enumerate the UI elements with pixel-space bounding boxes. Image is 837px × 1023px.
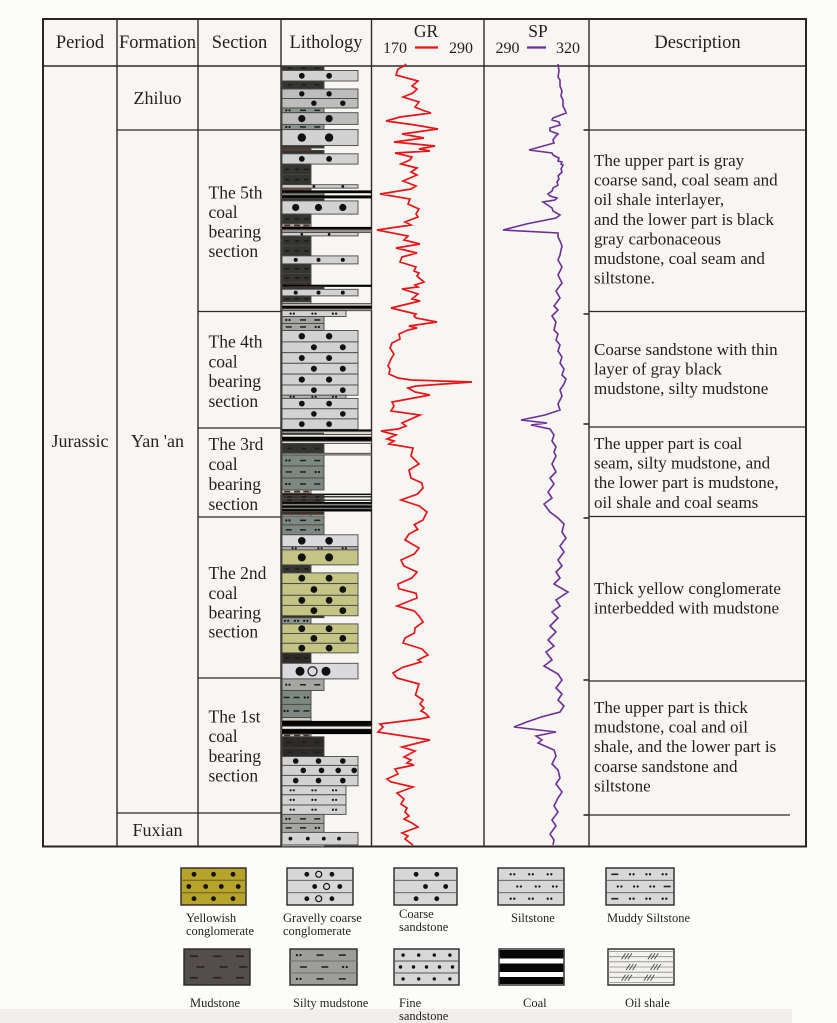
svg-text:SP: SP bbox=[528, 21, 548, 41]
svg-text:Oil shale: Oil shale bbox=[625, 996, 670, 1010]
svg-text:coal: coal bbox=[209, 726, 238, 746]
svg-text:mudstone, coal and oil: mudstone, coal and oil bbox=[594, 718, 748, 737]
svg-text:siltstone: siltstone bbox=[594, 776, 651, 795]
svg-text:seam, silty mudstone, and: seam, silty mudstone, and bbox=[594, 454, 771, 473]
svg-text:Muddy Siltstone: Muddy Siltstone bbox=[607, 911, 690, 925]
svg-text:sandstone: sandstone bbox=[399, 920, 449, 934]
svg-text:interbedded with mudstone: interbedded with mudstone bbox=[594, 599, 779, 618]
svg-text:Yellowish: Yellowish bbox=[186, 911, 237, 925]
svg-text:shale, and the lower part is: shale, and the lower part is bbox=[594, 737, 776, 756]
svg-text:section: section bbox=[209, 766, 259, 786]
svg-text:Fuxian: Fuxian bbox=[132, 820, 182, 840]
svg-text:coal: coal bbox=[209, 202, 238, 222]
svg-text:The upper part is gray: The upper part is gray bbox=[594, 151, 745, 170]
svg-text:conglomerate: conglomerate bbox=[186, 924, 254, 938]
svg-text:Formation: Formation bbox=[119, 33, 196, 53]
svg-text:bearing: bearing bbox=[209, 746, 262, 766]
svg-text:conglomerate: conglomerate bbox=[283, 924, 351, 938]
svg-text:section: section bbox=[209, 622, 259, 642]
svg-text:section: section bbox=[209, 494, 259, 514]
svg-text:oil shale and coal seams: oil shale and coal seams bbox=[594, 493, 758, 512]
svg-text:and the lower part is black: and the lower part is black bbox=[594, 210, 774, 229]
svg-text:GR: GR bbox=[414, 21, 439, 41]
svg-text:The 1st: The 1st bbox=[209, 707, 261, 727]
svg-text:The 5th: The 5th bbox=[209, 183, 263, 203]
svg-text:bearing: bearing bbox=[209, 222, 262, 242]
svg-text:section: section bbox=[209, 391, 259, 411]
svg-text:290: 290 bbox=[449, 40, 473, 57]
svg-text:coarse sand, coal seam and: coarse sand, coal seam and bbox=[594, 171, 778, 190]
svg-text:Coal: Coal bbox=[523, 996, 547, 1010]
svg-text:Period: Period bbox=[56, 33, 105, 53]
svg-text:The upper part is coal: The upper part is coal bbox=[594, 434, 742, 453]
svg-text:coal: coal bbox=[209, 352, 238, 372]
svg-text:the lower part is mudstone,: the lower part is mudstone, bbox=[594, 473, 779, 492]
svg-text:coal: coal bbox=[209, 583, 238, 603]
svg-text:Siltstone: Siltstone bbox=[511, 911, 555, 925]
svg-text:Thick yellow conglomerate: Thick yellow conglomerate bbox=[594, 579, 781, 598]
svg-text:oil shale interlayer,: oil shale interlayer, bbox=[594, 190, 724, 209]
svg-text:Gravelly coarse: Gravelly coarse bbox=[283, 911, 362, 925]
svg-text:290: 290 bbox=[496, 40, 520, 57]
svg-text:mudstone, coal seam and: mudstone, coal seam and bbox=[594, 249, 765, 268]
svg-text:Zhiluo: Zhiluo bbox=[134, 88, 182, 108]
svg-text:coal: coal bbox=[209, 454, 238, 474]
svg-text:bearing: bearing bbox=[209, 474, 262, 494]
svg-text:170: 170 bbox=[383, 40, 407, 57]
svg-text:gray carbonaceous: gray carbonaceous bbox=[594, 229, 721, 248]
svg-text:coarse sandstone and: coarse sandstone and bbox=[594, 757, 738, 776]
svg-text:Jurassic: Jurassic bbox=[52, 431, 109, 451]
svg-text:The 2nd: The 2nd bbox=[209, 563, 267, 583]
svg-text:320: 320 bbox=[556, 40, 580, 57]
svg-text:Fine: Fine bbox=[399, 996, 422, 1010]
svg-text:Silty mudstone: Silty mudstone bbox=[293, 996, 369, 1010]
svg-text:Section: Section bbox=[212, 33, 268, 53]
svg-text:bearing: bearing bbox=[209, 371, 262, 391]
svg-text:Lithology: Lithology bbox=[290, 33, 364, 53]
svg-text:section: section bbox=[209, 241, 259, 261]
svg-text:Coarse sandstone with thin: Coarse sandstone with thin bbox=[594, 340, 778, 359]
svg-text:siltstone.: siltstone. bbox=[594, 269, 655, 288]
svg-text:The 4th: The 4th bbox=[209, 332, 263, 352]
svg-text:sandstone: sandstone bbox=[399, 1009, 449, 1023]
svg-text:layer of gray black: layer of gray black bbox=[594, 360, 722, 379]
svg-text:The upper part is thick: The upper part is thick bbox=[594, 698, 748, 717]
svg-text:The 3rd: The 3rd bbox=[209, 434, 264, 454]
svg-text:Description: Description bbox=[654, 33, 740, 53]
svg-text:mudstone, silty mudstone: mudstone, silty mudstone bbox=[594, 379, 768, 398]
svg-text:Mudstone: Mudstone bbox=[190, 996, 240, 1010]
svg-text:bearing: bearing bbox=[209, 603, 262, 623]
svg-text:Yan 'an: Yan 'an bbox=[131, 431, 184, 451]
svg-text:Coarse: Coarse bbox=[399, 907, 434, 921]
